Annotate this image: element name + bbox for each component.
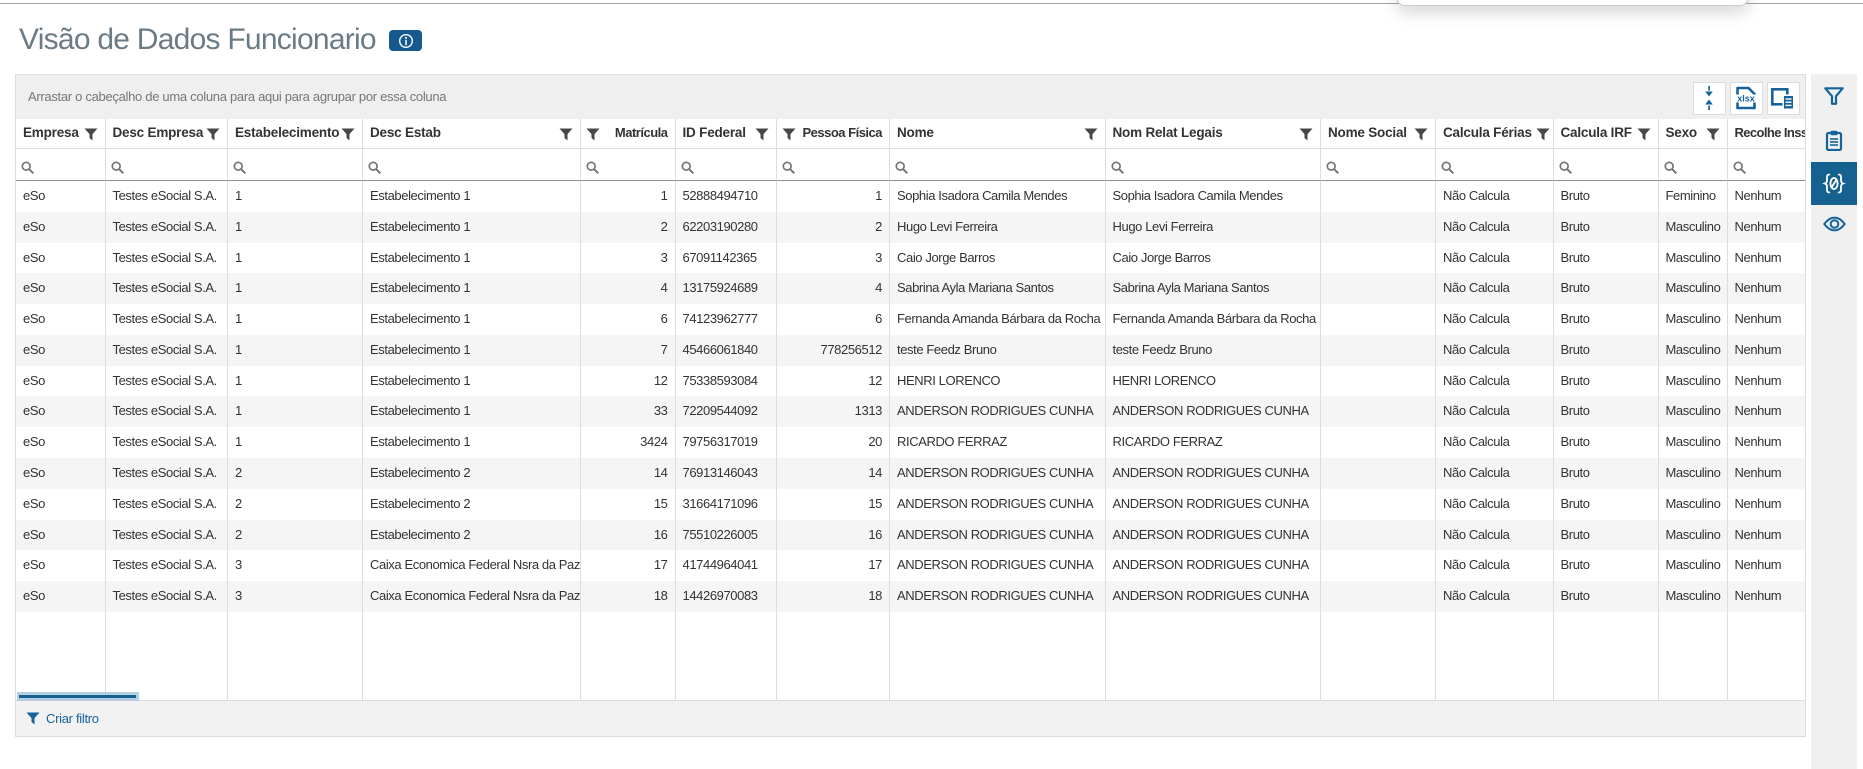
svg-text:xlsx: xlsx — [1737, 94, 1755, 104]
